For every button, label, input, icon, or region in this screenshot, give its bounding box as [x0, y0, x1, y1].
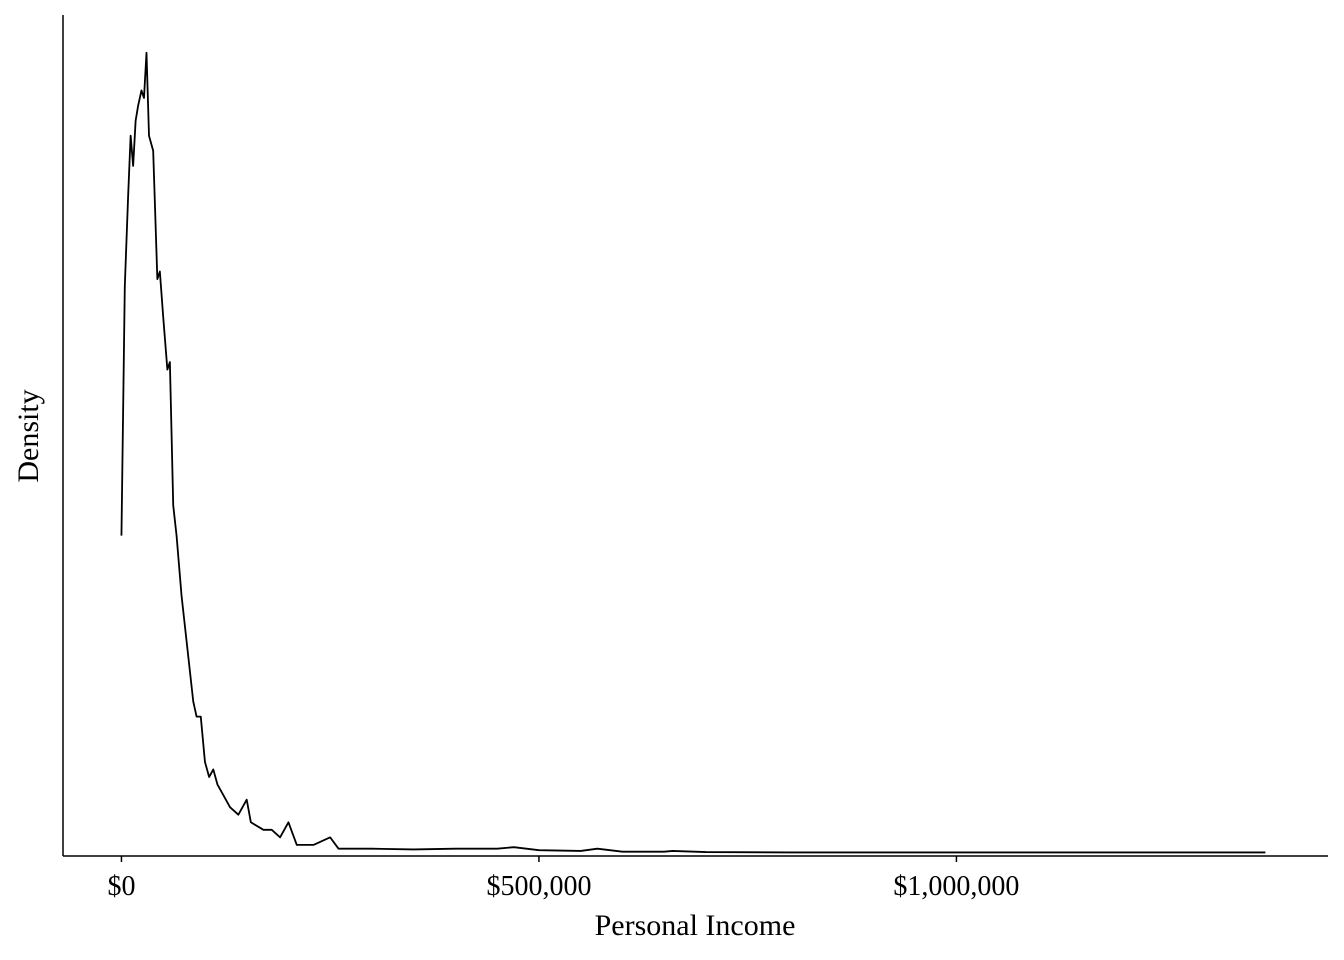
- y-axis-title: Density: [12, 389, 45, 482]
- density-line-series: [120, 51, 1266, 854]
- x-tick-label: $0: [107, 871, 135, 902]
- x-axis-title: Personal Income: [595, 909, 796, 942]
- x-axis-ticks: $0 $500,000 $1,000,000: [107, 856, 1019, 902]
- x-tick-label: $500,000: [486, 871, 591, 902]
- x-tick-label: $1,000,000: [893, 871, 1019, 902]
